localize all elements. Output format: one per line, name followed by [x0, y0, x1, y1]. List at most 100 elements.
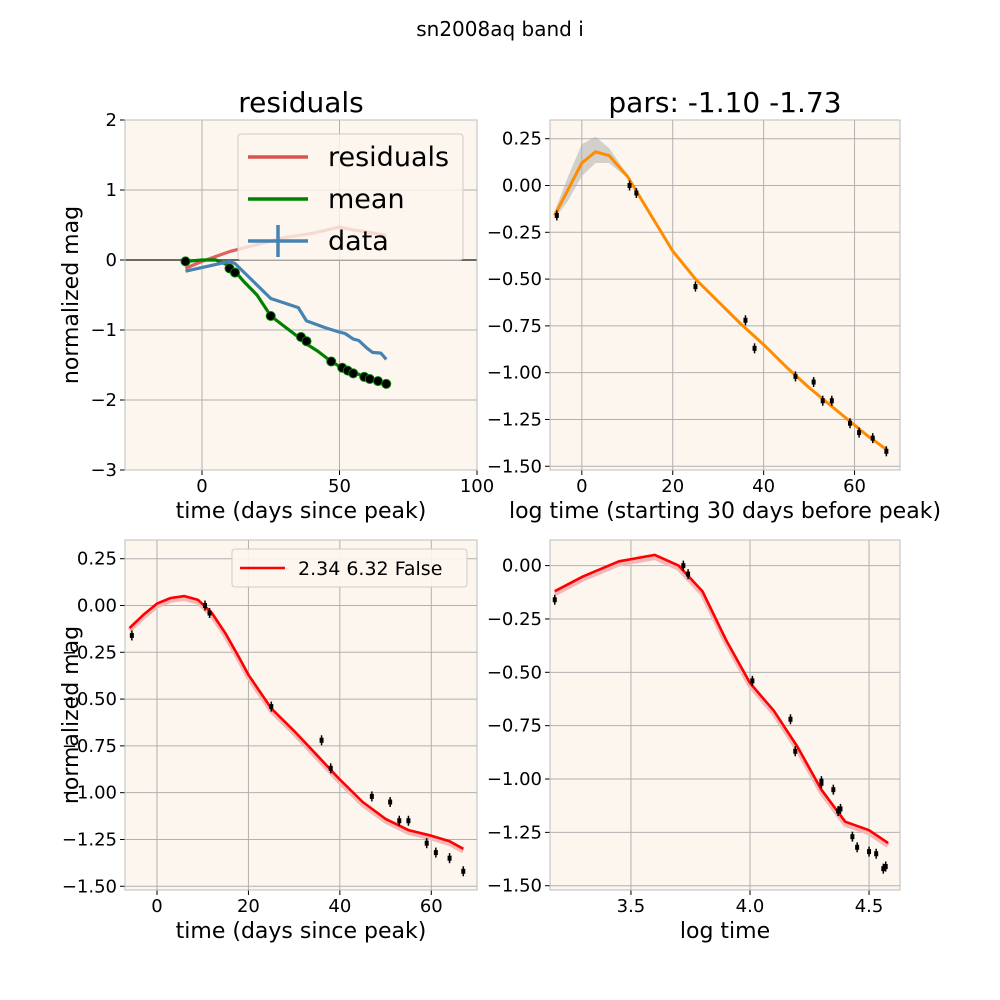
tick-label-y: 0.25 [77, 549, 117, 570]
tick-label-y: 0.00 [77, 596, 117, 617]
data-point [743, 317, 748, 323]
data-point [207, 610, 212, 616]
tick-label-x: 50 [328, 476, 351, 497]
tick-label-x: 60 [420, 896, 443, 917]
tick-label-y: −1.25 [62, 829, 117, 850]
data-point [884, 448, 889, 454]
data-point [348, 368, 359, 379]
tick-label-x: 0 [196, 476, 207, 497]
tick-label-y: −0.25 [62, 642, 117, 663]
tick-label-y: −1.00 [62, 783, 117, 804]
tick-label-y: −0.25 [487, 222, 542, 243]
x-axis-label: time (days since peak) [176, 919, 427, 944]
x-axis-label: time (days since peak) [176, 499, 427, 524]
legend-label: mean [328, 184, 405, 215]
data-point [819, 778, 824, 784]
data-point [554, 212, 559, 218]
tick-label-x: 0 [576, 476, 587, 497]
figure-title: sn2008aq band i [416, 17, 584, 41]
tick-label-y: 2 [106, 110, 117, 131]
data-point [552, 597, 557, 603]
data-point [838, 806, 843, 812]
tick-label-y: −1.00 [487, 769, 542, 790]
tick-label-y: −0.75 [487, 316, 542, 337]
panel-br: 3.5 4.0 4.5 −1.50 −1.25 −1.00 −0.75 −0.50 −0.25 0… [487, 539, 901, 944]
legend: 2.34 6.32 False [231, 548, 468, 588]
tick-label-x: 40 [328, 896, 351, 917]
y-axis-label: normalized mag [59, 206, 84, 384]
data-point [230, 267, 240, 278]
data-point [301, 336, 312, 347]
uncertainty-band [554, 136, 673, 251]
series-gp-fit [553, 150, 888, 451]
data-point [406, 818, 411, 824]
legend-label: 2.34 6.32 False [298, 558, 442, 580]
data-point [364, 374, 375, 384]
plot-background [550, 120, 900, 470]
legend-box [231, 548, 468, 588]
data-point [129, 632, 134, 638]
tick-label-y: −1.50 [487, 876, 542, 897]
tick-label-y: 0 [106, 250, 117, 271]
tick-label-y: −3 [90, 460, 117, 481]
data-point [820, 398, 825, 404]
data-point [447, 855, 452, 861]
data-point [634, 190, 639, 196]
tick-label-y: 0.25 [502, 129, 542, 150]
data-point [388, 799, 393, 805]
data-point [811, 379, 816, 385]
data-point [874, 851, 879, 857]
data-point [829, 398, 834, 404]
plot-area [127, 594, 466, 877]
tick-label-x: 4.5 [855, 896, 884, 917]
data-point [424, 840, 429, 846]
data-point [793, 748, 798, 754]
data-point [793, 373, 798, 379]
axes-frame [124, 119, 478, 471]
series-data [185, 259, 388, 361]
tick-label-y: 0.00 [502, 176, 542, 197]
data-point [326, 356, 337, 367]
series-fit [128, 594, 464, 850]
tick-label-y: −0.75 [62, 736, 117, 757]
data-point [369, 793, 374, 799]
data-point [857, 430, 862, 436]
x-axis-label: log time (starting 30 days before peak) [509, 499, 941, 524]
tick-label-x: 40 [752, 476, 775, 497]
panel-title: pars: -1.10 -1.73 [608, 86, 841, 119]
legend-label: data [328, 226, 389, 257]
tick-label-y: −0.75 [487, 716, 542, 737]
data-point [750, 678, 755, 684]
panel-tl: 0 50 100 −3 −2 −1 0 1 2 residuals time (days since… [59, 86, 494, 524]
tick-label-y: −1.50 [487, 456, 542, 477]
data-point [681, 563, 686, 569]
data-point [397, 818, 402, 824]
tick-label-y: 1 [106, 180, 117, 201]
tick-label-y: −1.25 [487, 409, 542, 430]
axes-frame [124, 539, 478, 891]
data-point [265, 311, 276, 321]
data-point [752, 345, 757, 351]
data-point [686, 571, 691, 577]
data-point [461, 868, 466, 874]
data-point [433, 850, 438, 856]
tick-label-x: 20 [661, 476, 684, 497]
data-point [319, 737, 324, 743]
tick-label-x: 4.0 [736, 896, 765, 917]
panel-tr: 0 20 40 60 −1.50 −1.25 −1.00 −0.75 −0.50 −0.25 0.0… [487, 86, 941, 524]
tick-label-y: −0.50 [62, 689, 117, 710]
tick-label-x: 3.5 [617, 896, 646, 917]
data-point [881, 866, 886, 872]
series-fit [554, 553, 889, 845]
data-point [848, 420, 852, 426]
plot-area [552, 553, 890, 874]
data-point [850, 834, 855, 840]
data-point [788, 716, 793, 722]
tick-label-y: −0.25 [487, 609, 542, 630]
legend-box [237, 133, 464, 261]
tick-label-x: 20 [237, 896, 260, 917]
data-point [627, 183, 632, 189]
tick-label-x: 0 [151, 896, 162, 917]
data-point [203, 603, 207, 609]
